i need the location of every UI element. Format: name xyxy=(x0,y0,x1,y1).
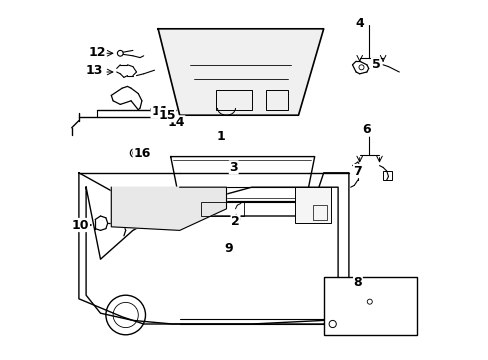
Bar xyxy=(382,171,391,180)
Bar xyxy=(201,202,244,216)
Text: 3: 3 xyxy=(229,161,238,174)
Text: 15: 15 xyxy=(158,109,176,122)
Text: 8: 8 xyxy=(353,276,362,289)
Text: 9: 9 xyxy=(224,242,232,255)
Bar xyxy=(323,277,416,335)
Text: 10: 10 xyxy=(72,219,89,231)
Text: 16: 16 xyxy=(133,147,150,159)
Text: 4: 4 xyxy=(355,17,364,30)
Text: 11: 11 xyxy=(151,105,168,118)
Bar xyxy=(312,205,326,220)
Polygon shape xyxy=(111,187,226,230)
Polygon shape xyxy=(158,29,323,115)
Bar xyxy=(215,90,251,110)
Text: 13: 13 xyxy=(85,64,102,77)
Text: 2: 2 xyxy=(231,215,240,228)
Text: 14: 14 xyxy=(167,116,184,129)
Polygon shape xyxy=(86,187,337,324)
Bar xyxy=(294,187,330,223)
Bar xyxy=(265,90,287,110)
Text: 5: 5 xyxy=(371,58,380,71)
Text: 6: 6 xyxy=(362,123,370,136)
Text: 1: 1 xyxy=(216,130,225,143)
Text: 7: 7 xyxy=(353,165,362,177)
Text: 12: 12 xyxy=(88,46,105,59)
